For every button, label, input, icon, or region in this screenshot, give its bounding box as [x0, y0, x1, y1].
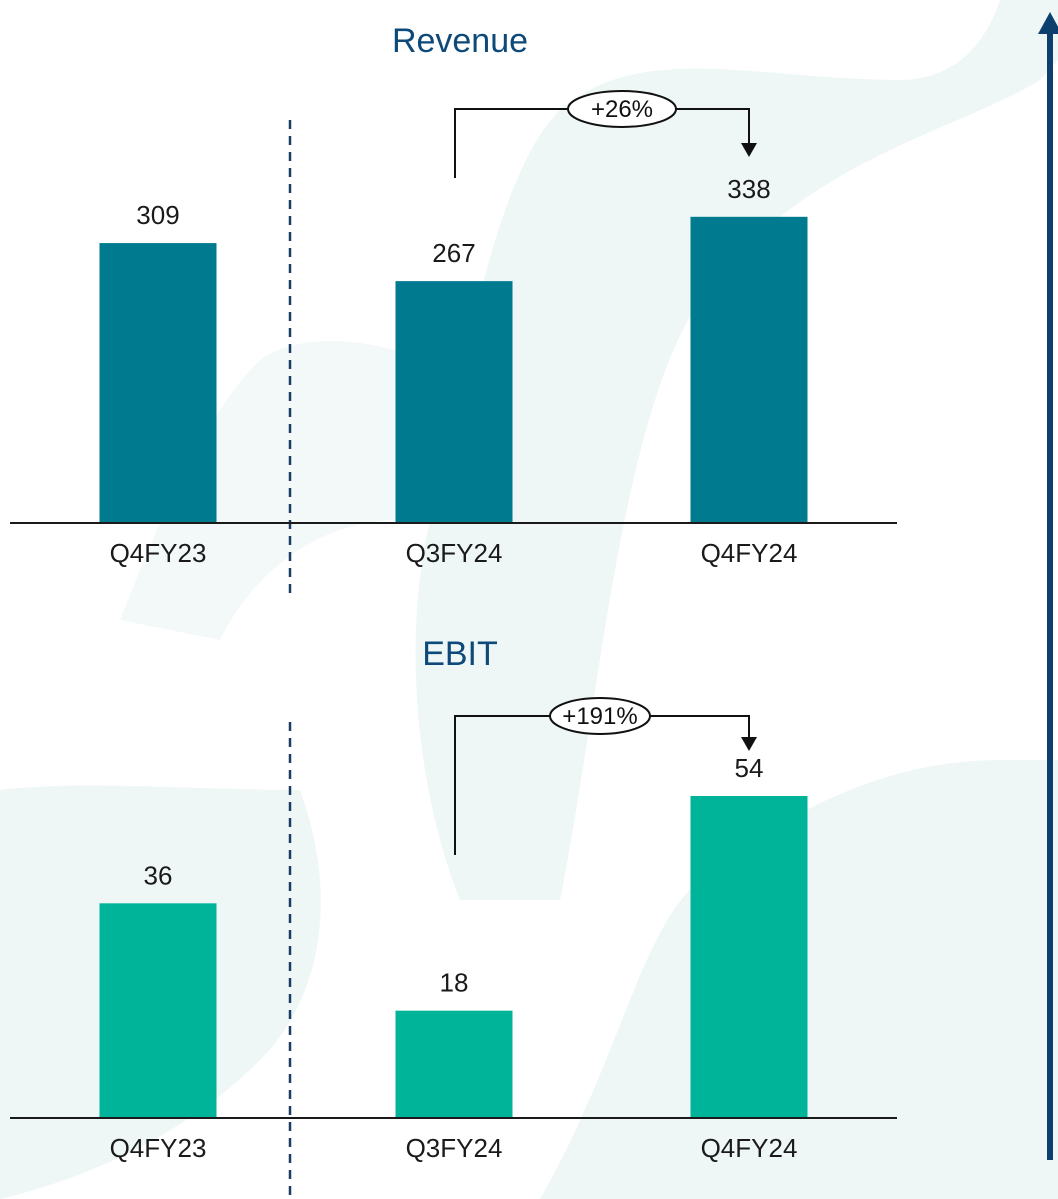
- bar: [395, 281, 513, 523]
- ebit-chart: EBIT 36 18 54 Q4FY23 Q3FY24 Q4FY24 +191%: [10, 635, 897, 1199]
- arrow-head-icon: [741, 737, 757, 751]
- revenue-bars: [99, 216, 808, 524]
- x-tick-label: Q4FY24: [701, 538, 798, 568]
- x-tick-label: Q4FY23: [110, 538, 207, 568]
- x-tick-label: Q4FY24: [701, 1133, 798, 1163]
- background-shape: [120, 341, 420, 640]
- arrow-head-icon: [741, 143, 757, 157]
- revenue-tick-labels: Q4FY23 Q3FY24 Q4FY24: [110, 538, 798, 568]
- bracket-line: [676, 108, 750, 145]
- growth-label: +191%: [562, 703, 637, 730]
- value-label: 338: [727, 174, 770, 204]
- value-label: 36: [144, 860, 173, 890]
- background-shape: [415, 0, 1058, 900]
- value-label: 54: [735, 753, 764, 783]
- growth-pill: [549, 697, 651, 735]
- x-tick-label: Q3FY24: [406, 1133, 503, 1163]
- bar: [690, 796, 808, 1118]
- ebit-growth-annotation: +191%: [454, 697, 757, 855]
- bar: [395, 1010, 513, 1118]
- revenue-chart: Revenue 309 267 338 Q4FY23 Q3FY24 Q4FY24 +26…: [10, 22, 897, 596]
- x-tick-label: Q4FY23: [110, 1133, 207, 1163]
- bracket-line: [454, 108, 568, 178]
- x-tick-label: Q3FY24: [406, 538, 503, 568]
- value-label: 309: [136, 200, 179, 230]
- bracket-line: [650, 715, 750, 739]
- decorations: [1038, 12, 1058, 1160]
- ebit-tick-labels: Q4FY23 Q3FY24 Q4FY24: [110, 1133, 798, 1163]
- bar: [99, 243, 217, 524]
- ebit-chart-title: EBIT: [422, 635, 498, 673]
- bar: [99, 903, 217, 1118]
- revenue-growth-annotation: +26%: [454, 90, 757, 178]
- bar: [690, 216, 808, 523]
- value-label: 18: [440, 968, 469, 998]
- growth-label: +26%: [591, 96, 653, 123]
- revenue-value-labels: 309 267 338: [136, 174, 770, 268]
- value-label: 267: [432, 238, 475, 268]
- growth-pill: [567, 90, 677, 128]
- revenue-chart-title: Revenue: [392, 22, 528, 60]
- trend-arrow-up-icon: [1038, 12, 1058, 34]
- ebit-bars: [99, 796, 808, 1118]
- bracket-line: [454, 715, 550, 855]
- ebit-value-labels: 36 18 54: [144, 753, 764, 998]
